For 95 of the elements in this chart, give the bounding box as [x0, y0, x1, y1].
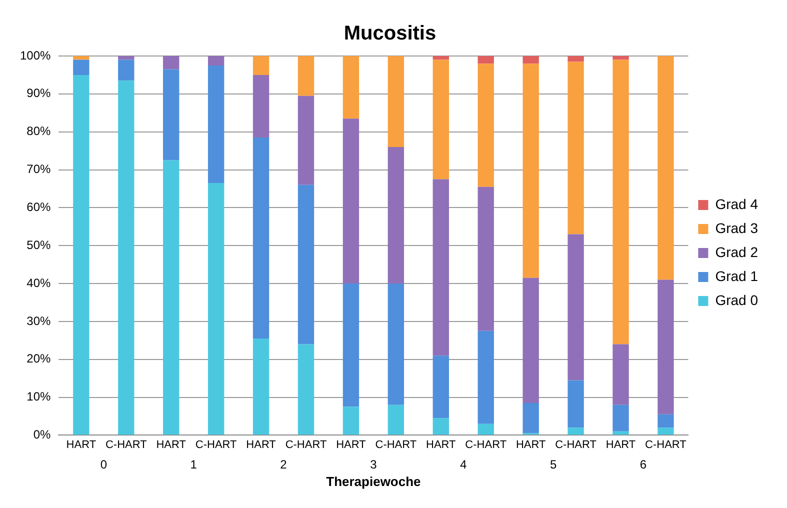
x-tick-label: HART — [156, 438, 186, 451]
bar — [478, 424, 494, 435]
y-tick-label: 50% — [26, 238, 52, 252]
x-tick-label: HART — [426, 438, 456, 451]
x-tick-label: C-HART — [375, 438, 417, 451]
x-tick-label: C-HART — [555, 438, 597, 451]
bar — [208, 65, 224, 184]
bar — [342, 56, 360, 119]
bar — [658, 414, 674, 428]
bar — [568, 234, 584, 380]
bar — [522, 402, 539, 434]
y-tick-label: 40% — [26, 276, 52, 290]
bar — [478, 56, 494, 64]
bar — [612, 60, 629, 344]
bar — [568, 62, 584, 234]
legend-label: Grad 3 — [715, 220, 758, 236]
x-tick-label: HART — [246, 438, 276, 451]
bar — [522, 56, 539, 64]
bar — [208, 56, 224, 66]
x-tick-label: C-HART — [465, 438, 507, 451]
bar — [522, 64, 539, 278]
bar — [568, 380, 584, 428]
bar — [163, 160, 180, 435]
bar — [432, 418, 449, 435]
bar — [208, 183, 224, 435]
bar — [298, 344, 314, 435]
bar — [342, 118, 360, 284]
x-axis-title: Therapiewoche — [326, 474, 421, 489]
bar — [252, 74, 270, 138]
bar — [478, 186, 494, 331]
bar — [612, 431, 629, 435]
x-tick-label: HART — [66, 438, 96, 451]
bar — [163, 69, 180, 160]
bar — [612, 56, 629, 60]
text: 0 — [100, 458, 108, 472]
x-tick-label: HART — [516, 438, 546, 451]
y-tick-label: 100% — [20, 48, 52, 62]
bar — [568, 428, 584, 435]
bar — [298, 184, 314, 344]
bar — [388, 56, 404, 148]
x-tick-label: C-HART — [105, 438, 148, 451]
bar — [252, 338, 270, 435]
x-tick-label: C-HART — [285, 438, 327, 451]
text: 2 — [280, 458, 288, 472]
text: 6 — [640, 458, 647, 472]
legend-label: Grad 0 — [715, 292, 758, 308]
x-tick-label: C-HART — [645, 438, 687, 451]
bar — [432, 56, 449, 60]
bar — [432, 60, 449, 180]
y-tick-label: 20% — [26, 352, 52, 366]
bar — [342, 406, 360, 435]
legend-label: Grad 4 — [715, 196, 758, 212]
y-tick-label: 70% — [26, 162, 52, 176]
bar — [432, 356, 449, 418]
bar — [388, 284, 404, 405]
text: 5 — [550, 458, 557, 472]
bar — [252, 56, 270, 75]
bar — [658, 428, 674, 435]
bar — [612, 404, 629, 432]
bar — [432, 179, 449, 356]
text: 1 — [190, 458, 198, 472]
y-tick-label: 90% — [26, 86, 52, 100]
legend-label: Grad 1 — [715, 268, 758, 284]
y-tick-label: 80% — [26, 124, 52, 138]
x-tick-label: HART — [336, 438, 366, 451]
bar — [298, 96, 314, 185]
bar — [658, 280, 674, 414]
x-tick-label: HART — [606, 438, 636, 451]
bar — [73, 60, 90, 75]
text: 3 — [370, 458, 378, 472]
bar — [118, 56, 134, 60]
bar — [612, 344, 629, 405]
bar — [568, 56, 584, 62]
bar — [298, 56, 314, 96]
bar — [478, 64, 494, 187]
bar — [342, 284, 360, 407]
bar — [73, 74, 90, 435]
y-tick-label: 60% — [26, 200, 52, 214]
y-tick-label: 10% — [26, 390, 52, 404]
bar — [73, 56, 90, 60]
bar — [388, 147, 404, 284]
legend-label: Grad 2 — [715, 244, 758, 260]
bar — [252, 138, 270, 339]
bar — [478, 330, 494, 424]
bar — [522, 278, 539, 403]
y-tick-label: 0% — [33, 428, 52, 442]
y-tick-label: 30% — [26, 314, 52, 328]
text: 4 — [460, 458, 468, 472]
chart-title: Mucositis — [344, 22, 436, 45]
bar — [163, 56, 180, 70]
bar — [118, 80, 134, 435]
x-tick-label: C-HART — [195, 438, 238, 451]
bar — [388, 404, 404, 435]
bar — [658, 56, 674, 280]
bar — [118, 60, 134, 81]
